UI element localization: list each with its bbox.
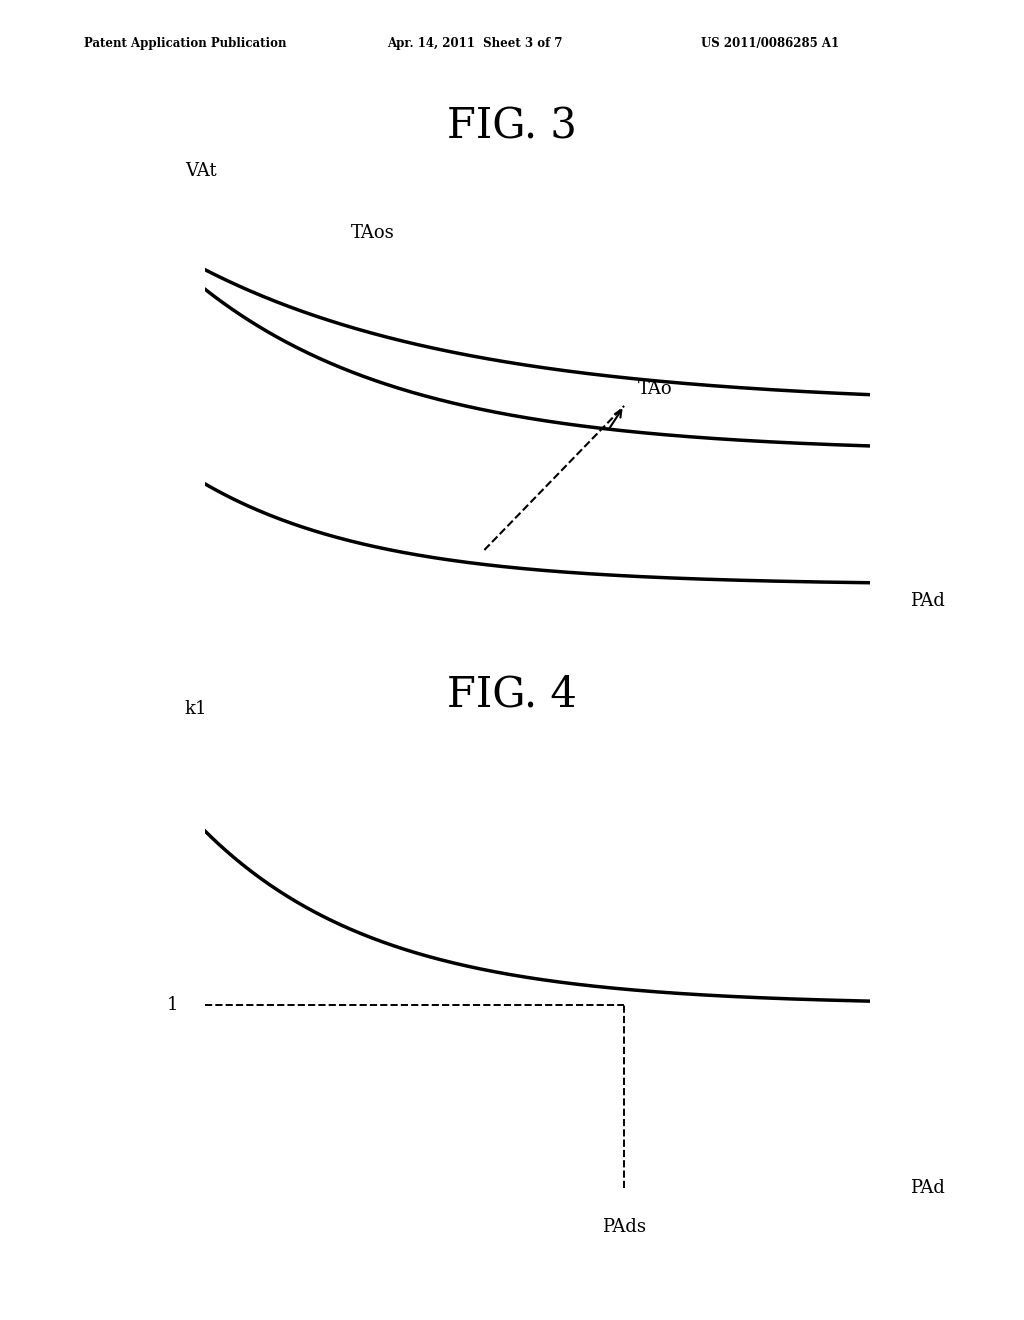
Text: TAo: TAo xyxy=(637,380,672,399)
Text: 1: 1 xyxy=(167,997,178,1014)
Text: TAos: TAos xyxy=(351,224,395,243)
Text: FIG. 4: FIG. 4 xyxy=(447,673,577,715)
Text: PAd: PAd xyxy=(910,591,945,610)
Text: Apr. 14, 2011  Sheet 3 of 7: Apr. 14, 2011 Sheet 3 of 7 xyxy=(387,37,562,50)
Text: PAds: PAds xyxy=(602,1218,646,1237)
Text: FIG. 3: FIG. 3 xyxy=(447,106,577,148)
Text: k1: k1 xyxy=(184,700,207,718)
Text: VAt: VAt xyxy=(184,162,216,180)
Text: Patent Application Publication: Patent Application Publication xyxy=(84,37,287,50)
Text: PAd: PAd xyxy=(910,1179,945,1197)
Text: US 2011/0086285 A1: US 2011/0086285 A1 xyxy=(701,37,840,50)
